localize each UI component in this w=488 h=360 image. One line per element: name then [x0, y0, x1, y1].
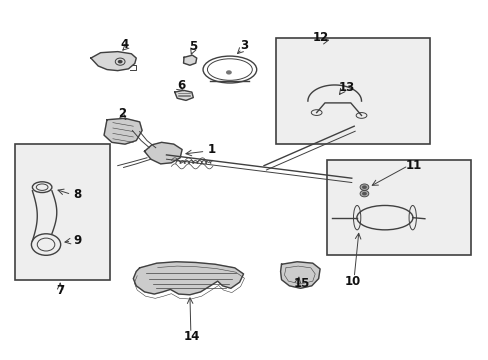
Text: 9: 9 [73, 234, 81, 247]
Circle shape [359, 184, 368, 190]
Text: 7: 7 [56, 284, 64, 297]
Text: 14: 14 [184, 330, 200, 343]
Text: 13: 13 [338, 81, 354, 94]
Text: 4: 4 [121, 38, 129, 51]
Text: 2: 2 [118, 107, 126, 120]
Text: 8: 8 [73, 188, 81, 201]
Polygon shape [133, 262, 243, 295]
Bar [276, 39, 429, 144]
Circle shape [359, 190, 368, 197]
Circle shape [118, 60, 122, 63]
Circle shape [225, 70, 231, 75]
Text: 6: 6 [177, 79, 185, 92]
Polygon shape [174, 90, 193, 100]
Polygon shape [144, 142, 182, 164]
Bar [15, 144, 110, 280]
Text: 1: 1 [207, 143, 215, 156]
Bar [327, 160, 470, 255]
Polygon shape [91, 51, 136, 71]
Text: 10: 10 [344, 275, 360, 288]
Text: 12: 12 [312, 31, 328, 44]
Polygon shape [280, 262, 320, 288]
Polygon shape [104, 118, 142, 144]
Text: 3: 3 [240, 39, 248, 52]
Circle shape [361, 185, 366, 189]
Circle shape [361, 192, 366, 195]
Text: 15: 15 [293, 278, 309, 291]
Text: 5: 5 [188, 40, 197, 53]
Text: 11: 11 [405, 159, 422, 172]
Polygon shape [183, 55, 196, 65]
